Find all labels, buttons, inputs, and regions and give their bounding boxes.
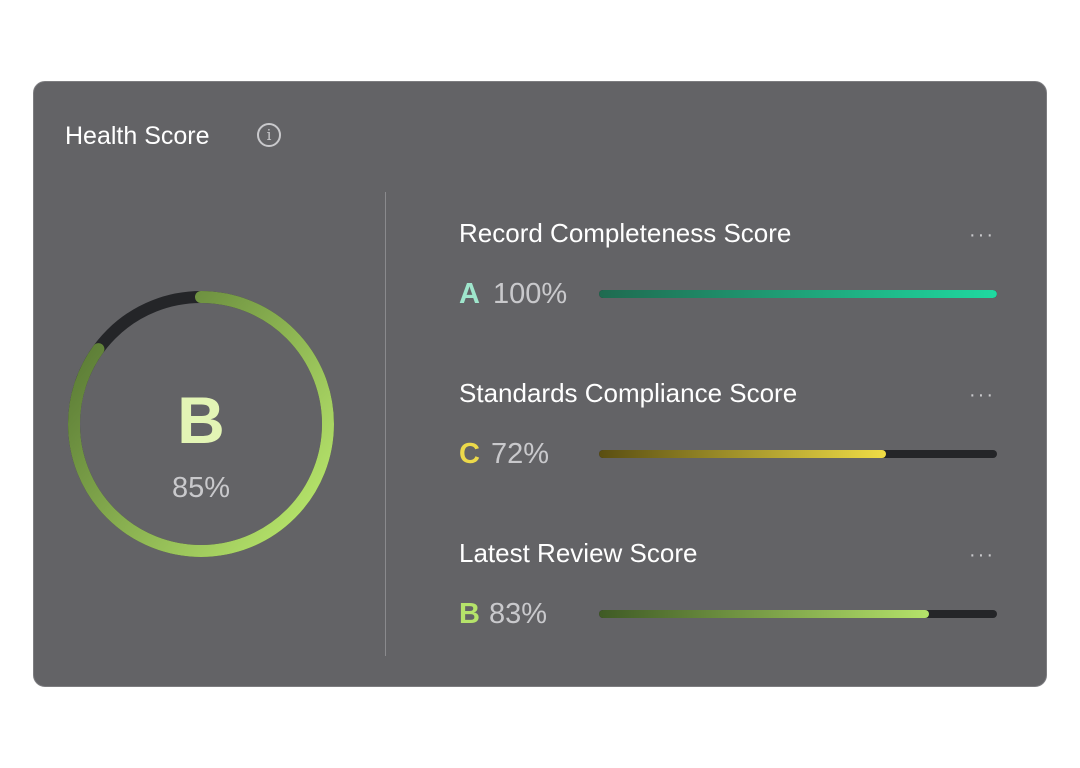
overall-grade: B <box>177 383 225 457</box>
metric-label: Record Completeness Score <box>459 218 792 248</box>
overall-percent: 85% <box>171 472 231 504</box>
health-score-card: Health Score i B 85% Record Completeness… <box>33 81 1047 687</box>
progress-fill <box>599 450 886 458</box>
metric-grade: C <box>459 438 480 470</box>
metric-2: Latest Review Score ··· B 83% <box>459 538 999 638</box>
ring-fill <box>68 291 334 557</box>
metric-percent: 83% <box>489 598 548 630</box>
metric-percent: 72% <box>491 438 550 470</box>
card-title: Health Score <box>65 122 210 150</box>
progress-bar <box>599 450 997 458</box>
progress-bar <box>599 610 997 618</box>
metric-1: Standards Compliance Score ··· C 72% <box>459 378 999 478</box>
overall-score-ring <box>68 291 334 557</box>
more-options-icon[interactable]: ··· <box>969 544 995 566</box>
more-options-icon[interactable]: ··· <box>969 224 995 246</box>
metric-grade: B <box>459 598 480 630</box>
metric-label: Latest Review Score <box>459 538 698 568</box>
progress-bar <box>599 290 997 298</box>
progress-fill <box>599 290 997 298</box>
more-options-icon[interactable]: ··· <box>969 384 995 406</box>
metric-grade: A <box>459 278 480 310</box>
divider <box>385 192 386 656</box>
metric-label: Standards Compliance Score <box>459 378 798 408</box>
progress-fill <box>599 610 930 618</box>
metric-percent: 100% <box>493 278 568 310</box>
info-icon[interactable]: i <box>257 123 281 147</box>
metric-0: Record Completeness Score ··· A 100% <box>459 218 999 318</box>
